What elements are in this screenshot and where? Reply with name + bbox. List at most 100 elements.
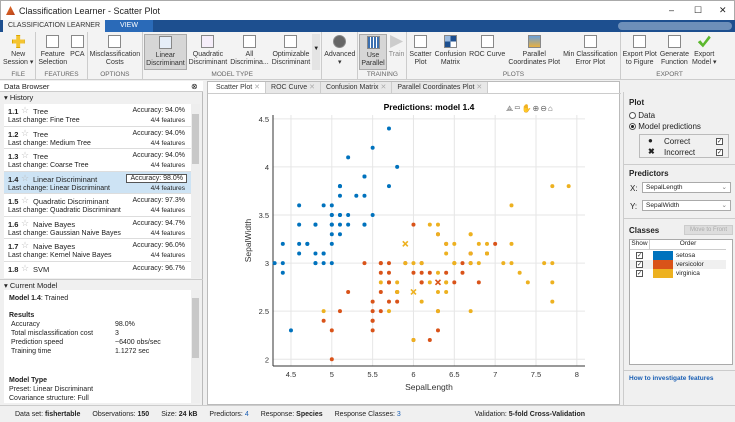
data-point-virginica: [435, 222, 440, 227]
maximize-button[interactable]: ☐: [694, 5, 703, 15]
all-discriminants-button[interactable]: All Discrimina...: [229, 34, 270, 70]
history-item[interactable]: 1.3 ☆ Tree Accuracy: 94.0% Last change: Coar…: [4, 149, 191, 172]
class-show-checkbox[interactable]: ✓: [636, 252, 643, 259]
x-tick-label: 7: [493, 370, 497, 379]
result-row: Training time 1.1272 sec: [11, 347, 186, 356]
doc-tab-confusion-matrix[interactable]: Confusion Matrix ✕: [321, 82, 393, 93]
close-button[interactable]: ✕: [719, 5, 727, 15]
doc-tab-roc-curve[interactable]: ROC Curve ✕: [266, 82, 322, 93]
model-number: 1.4: [8, 174, 19, 184]
new-session-button[interactable]: New Session ▾: [2, 34, 34, 70]
parallel-coordinates-plot-button[interactable]: Parallel Coordinates Plot: [507, 34, 561, 70]
data-point-versicolor: [435, 328, 440, 333]
incorrect-point-virginica: [410, 288, 417, 296]
label: Misclassification Costs: [89, 51, 141, 66]
options-section: Misclassification Costs OPTIONS: [88, 32, 144, 79]
star-icon[interactable]: ☆: [21, 105, 30, 115]
model-name: Tree: [33, 129, 49, 139]
last-change: Last change: Gaussian Naive Bayes: [8, 229, 121, 237]
close-tab-icon[interactable]: ✕: [254, 84, 261, 91]
confusion-matrix-button[interactable]: Confusion Matrix: [434, 34, 468, 70]
model-predictions-radio[interactable]: Model predictions: [629, 122, 701, 131]
current-model-header[interactable]: ▾ Current Model: [0, 279, 203, 290]
history-item[interactable]: 1.5 ☆ Quadratic Discriminant Accuracy: 97.3…: [4, 194, 191, 217]
advanced-button[interactable]: Advanced ▾: [323, 34, 356, 70]
data-radio[interactable]: Data: [629, 111, 655, 120]
x-predictor-select[interactable]: SepalLength ⌄: [642, 182, 731, 193]
scatter-plot-button[interactable]: Scatter Plot: [408, 34, 432, 70]
class-row[interactable]: ✓ versicolor: [630, 260, 726, 269]
axes-toolbar[interactable]: ⟁▭✋⊕⊖⌂: [506, 104, 554, 113]
move-to-front-button[interactable]: Move to Front: [684, 225, 733, 235]
star-icon[interactable]: ☆: [21, 195, 30, 205]
star-icon[interactable]: ☆: [21, 262, 30, 273]
close-tab-icon[interactable]: ✕: [476, 84, 483, 91]
history-header[interactable]: ▾ History: [4, 93, 34, 102]
misclassification-costs-button[interactable]: Misclassification Costs: [89, 34, 142, 70]
data-point-versicolor: [337, 309, 342, 314]
class-color-swatch: [653, 269, 673, 278]
export-model-button[interactable]: Export Model ▾: [691, 34, 718, 70]
response-classes-status: Response Classes: 3: [335, 411, 401, 418]
generate-function-button[interactable]: Generate Function: [659, 34, 690, 70]
ribbon-tab-bar: CLASSIFICATION LEARNER VIEW: [0, 20, 735, 32]
response-classes-link[interactable]: 3: [396, 410, 401, 418]
data-point-virginica: [427, 222, 432, 227]
doc-tab-scatter-plot[interactable]: Scatter Plot ✕: [211, 82, 267, 93]
use-parallel-button[interactable]: Use Parallel: [359, 34, 387, 70]
train-button[interactable]: Train: [388, 34, 406, 70]
history-item[interactable]: 1.7 ☆ Naive Bayes Accuracy: 96.0% Last chang…: [4, 239, 191, 262]
star-icon[interactable]: ☆: [21, 217, 30, 228]
toolstrip: New Session ▾ FILE Feature Selection PCA…: [0, 32, 735, 80]
star-icon[interactable]: ☆: [21, 150, 30, 160]
label: Scatter Plot: [409, 51, 432, 66]
history-item[interactable]: 1.4 ☆ Linear Discriminant Accuracy: 98.0% La…: [4, 171, 191, 194]
y-predictor-select[interactable]: SepalWidth ⌄: [642, 200, 731, 211]
data-point-setosa: [329, 232, 334, 237]
y-label: Y:: [630, 202, 638, 211]
star-icon[interactable]: ☆: [21, 240, 30, 250]
scatter-plot[interactable]: 4.5 5 5.5 6 6.5 7 7.5 8 2 2.5 3 3.5 4 4.5 Predictions:…: [207, 95, 620, 405]
accuracy: Accuracy: 96.7%: [132, 264, 185, 272]
quadratic-discriminant-button[interactable]: Quadratic Discriminant: [188, 34, 229, 70]
linear-discriminant-button[interactable]: Linear Discriminant: [144, 34, 187, 70]
class-row[interactable]: ✓ setosa: [630, 251, 726, 260]
help-link[interactable]: How to investigate features: [629, 375, 714, 382]
data-point-versicolor: [493, 241, 498, 246]
class-row[interactable]: ✓ virginica: [630, 269, 726, 278]
history-item[interactable]: 1.8 ☆ SVM Accuracy: 96.7%: [4, 261, 191, 278]
minimize-button[interactable]: –: [669, 5, 675, 15]
history-item[interactable]: 1.1 ☆ Tree Accuracy: 94.0% Last change: Fine…: [4, 104, 191, 127]
incorrect-checkbox[interactable]: ✓: [716, 149, 723, 156]
data-point-versicolor: [452, 280, 457, 285]
class-show-checkbox[interactable]: ✓: [636, 261, 643, 268]
section-plots: PLOTS: [502, 71, 525, 78]
data-point-versicolor: [378, 270, 383, 275]
star-icon[interactable]: ☆: [21, 127, 30, 138]
roc-curve-button[interactable]: ROC Curve: [468, 34, 506, 70]
current-model-label: Current Model: [9, 281, 58, 290]
export-plot-button[interactable]: Export Plot to Figure: [622, 34, 658, 70]
history-item[interactable]: 1.6 ☆ Naive Bayes Accuracy: 94.7% Last chang…: [4, 216, 191, 239]
star-icon[interactable]: ☆: [21, 172, 30, 183]
tab-classification-learner[interactable]: CLASSIFICATION LEARNER: [3, 20, 105, 32]
doc-tab-parallel-coordinates[interactable]: Parallel Coordinates Plot ✕: [392, 82, 489, 93]
history-scrollbar[interactable]: [191, 104, 200, 278]
close-tab-icon[interactable]: ✕: [380, 84, 387, 91]
history-item[interactable]: 1.2 ☆ Tree Accuracy: 94.0% Last change: Medi…: [4, 126, 191, 149]
file-section: New Session ▾ FILE: [1, 32, 37, 79]
tab-view[interactable]: VIEW: [105, 20, 153, 32]
close-panel-icon[interactable]: ⊗: [191, 82, 198, 91]
optimizable-discriminant-button[interactable]: Optimizable Discriminant: [271, 34, 312, 70]
current-model-scrollbar[interactable]: [191, 290, 200, 403]
correct-checkbox[interactable]: ✓: [716, 138, 723, 145]
model-gallery-expand-button[interactable]: ▼: [312, 34, 321, 70]
predictors-link[interactable]: 4: [244, 410, 249, 418]
quick-access-toolbar[interactable]: [618, 22, 732, 30]
feature-selection-button[interactable]: Feature Selection: [37, 34, 68, 70]
pca-button[interactable]: PCA: [69, 34, 85, 70]
class-show-checkbox[interactable]: ✓: [636, 270, 643, 277]
min-classification-error-plot-button[interactable]: Min Classification Error Plot: [562, 34, 618, 70]
data-point-virginica: [550, 280, 555, 285]
close-tab-icon[interactable]: ✕: [309, 84, 316, 91]
